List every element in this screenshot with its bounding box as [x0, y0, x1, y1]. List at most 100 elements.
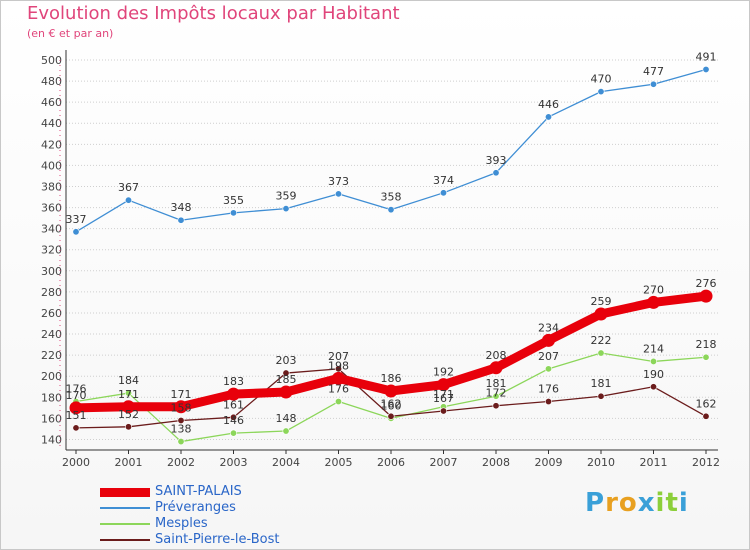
- data-label: 203: [276, 354, 297, 367]
- data-point: [439, 407, 447, 415]
- data-label: 167: [433, 392, 454, 405]
- x-tick-label: 2001: [115, 456, 143, 469]
- proxiti-logo: Proxiti: [585, 488, 689, 518]
- data-label: 183: [223, 375, 244, 388]
- y-tick-label: 360: [41, 202, 62, 215]
- y-tick-label: 240: [41, 328, 62, 341]
- data-label: 146: [223, 414, 244, 427]
- data-point: [702, 65, 710, 73]
- data-label: 192: [433, 366, 454, 379]
- data-label: 152: [118, 408, 139, 421]
- data-label: 348: [171, 201, 192, 214]
- y-tick-label: 460: [41, 96, 62, 109]
- data-label: 171: [118, 388, 139, 401]
- legend-label: Préveranges: [155, 500, 236, 515]
- legend-item-preveranges: Préveranges: [100, 500, 320, 516]
- data-label: 181: [591, 377, 612, 390]
- data-point: [387, 412, 395, 420]
- data-label: 358: [381, 191, 402, 204]
- y-tick-label: 260: [41, 307, 62, 320]
- x-tick-label: 2002: [167, 456, 195, 469]
- data-label: 171: [433, 388, 454, 401]
- legend-item-saint-palais: SAINT-PALAIS: [100, 484, 320, 500]
- data-label: 367: [118, 181, 139, 194]
- x-tick-label: 2010: [587, 456, 615, 469]
- legend-swatch-saint-palais: [100, 488, 150, 497]
- data-label: 151: [66, 409, 87, 422]
- y-tick-label: 140: [41, 433, 62, 446]
- data-point: [177, 438, 185, 446]
- data-label: 207: [328, 350, 349, 363]
- data-label: 477: [643, 65, 664, 78]
- data-point: [544, 365, 552, 373]
- data-point: [122, 400, 135, 414]
- x-tick-label: 2008: [482, 456, 510, 469]
- data-label: 374: [433, 174, 454, 187]
- legend-label: SAINT-PALAIS: [155, 484, 242, 499]
- y-tick-label: 200: [41, 370, 62, 383]
- data-point: [227, 387, 240, 401]
- data-label: 337: [66, 213, 87, 226]
- data-label: 172: [486, 387, 507, 400]
- data-point: [72, 424, 80, 432]
- data-point: [544, 113, 552, 121]
- logo-letter: i: [678, 488, 689, 518]
- data-point: [282, 369, 290, 377]
- data-label: 171: [171, 388, 192, 401]
- data-point: [387, 206, 395, 214]
- x-tick-label: 2004: [272, 456, 300, 469]
- logo-letter: x: [637, 488, 656, 518]
- data-point: [492, 402, 500, 410]
- data-point: [69, 401, 83, 415]
- legend: SAINT-PALAIS Préveranges Mesples Saint-P…: [100, 484, 320, 548]
- y-tick-label: 180: [41, 391, 62, 404]
- data-label: 234: [538, 321, 559, 334]
- data-label: 491: [696, 50, 717, 63]
- data-label: 186: [381, 372, 402, 385]
- data-point: [230, 429, 238, 437]
- data-point: [492, 169, 500, 177]
- data-point: [699, 289, 713, 303]
- data-label: 190: [643, 368, 664, 381]
- y-tick-label: 160: [41, 412, 62, 425]
- x-tick-label: 2000: [62, 456, 90, 469]
- x-tick-label: 2012: [692, 456, 720, 469]
- data-label: 198: [328, 359, 349, 372]
- data-point: [282, 205, 290, 213]
- data-point: [647, 295, 660, 309]
- x-tick-label: 2007: [430, 456, 458, 469]
- data-point: [125, 423, 133, 431]
- data-point: [594, 307, 608, 321]
- data-point: [177, 216, 185, 224]
- data-point: [649, 357, 657, 365]
- y-tick-label: 220: [41, 349, 62, 362]
- x-tick-label: 2006: [377, 456, 405, 469]
- data-label: 158: [171, 401, 192, 414]
- data-label: 170: [66, 389, 87, 402]
- data-label: 176: [66, 383, 87, 396]
- data-label: 470: [591, 73, 612, 86]
- data-point: [489, 361, 503, 375]
- y-tick-label: 320: [41, 244, 62, 257]
- chart-subtitle: (en € et par an): [27, 27, 114, 40]
- data-point: [702, 412, 710, 420]
- data-point: [492, 392, 500, 400]
- data-point: [437, 378, 450, 392]
- data-label: 276: [696, 277, 717, 290]
- data-label: 148: [276, 412, 297, 425]
- x-tick-label: 2011: [640, 456, 668, 469]
- data-point: [597, 88, 605, 96]
- y-tick-label: 420: [41, 138, 62, 151]
- data-label: 355: [223, 194, 244, 207]
- data-label: 176: [538, 383, 559, 396]
- data-point: [597, 392, 605, 400]
- data-point: [334, 398, 342, 406]
- data-point: [597, 349, 605, 357]
- y-tick-label: 480: [41, 75, 62, 88]
- logo-letter: P: [585, 488, 606, 518]
- legend-item-mesples: Mesples: [100, 516, 320, 532]
- data-label: 218: [696, 338, 717, 351]
- data-point: [649, 383, 657, 391]
- legend-swatch-saint-pierre-le-bost: [100, 539, 150, 541]
